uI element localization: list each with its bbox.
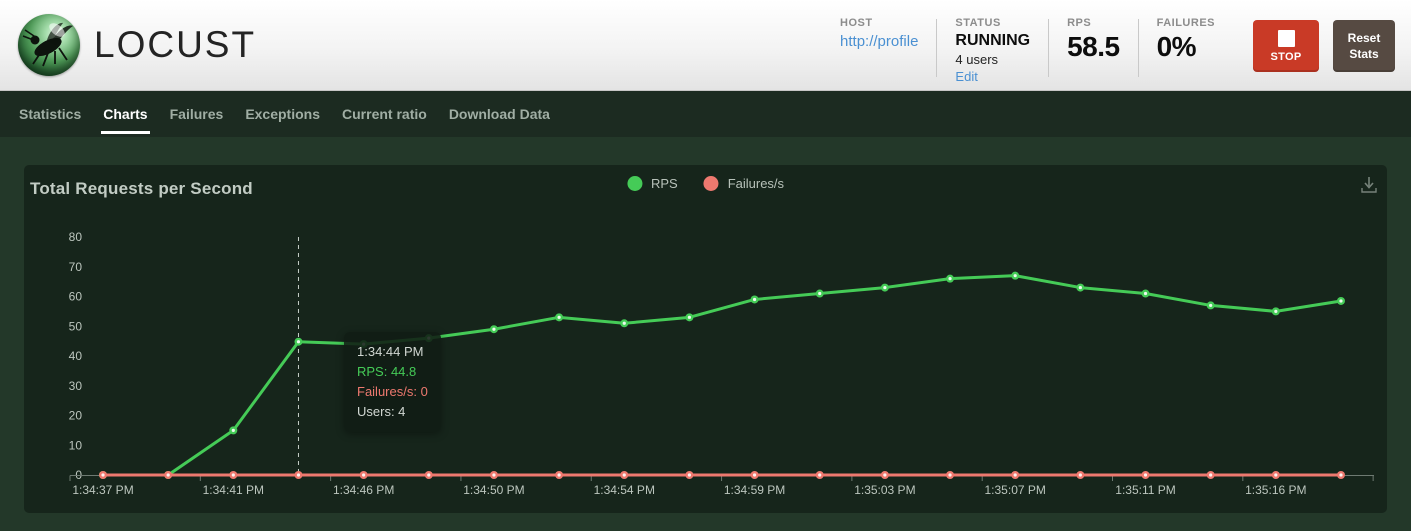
svg-text:1:35:03 PM: 1:35:03 PM: [854, 483, 915, 497]
svg-text:1:35:16 PM: 1:35:16 PM: [1245, 483, 1306, 497]
chart-legend: RPS Failures/s: [626, 176, 784, 191]
svg-text:1:35:11 PM: 1:35:11 PM: [1115, 483, 1175, 497]
legend-item-failures[interactable]: Failures/s: [703, 176, 784, 191]
svg-text:20: 20: [69, 409, 83, 423]
host-link[interactable]: http://profile: [840, 33, 919, 50]
tab-current-ratio[interactable]: Current ratio: [342, 106, 427, 122]
svg-text:60: 60: [69, 290, 83, 304]
tab-failures[interactable]: Failures: [169, 106, 224, 122]
svg-text:1:34:50 PM: 1:34:50 PM: [463, 483, 524, 497]
rps-line-chart[interactable]: 010203040506070801:34:37 PM1:34:41 PM1:3…: [24, 215, 1387, 505]
svg-text:40: 40: [69, 349, 83, 363]
status-value: RUNNING: [955, 32, 1031, 49]
chart-title: Total Requests per Second: [30, 179, 253, 198]
status-users: 4 users: [955, 52, 999, 67]
rps-stat: RPS 58.5: [1049, 17, 1138, 63]
divider: [1048, 19, 1050, 77]
locust-logo-icon: [18, 14, 80, 76]
svg-text:1:34:59 PM: 1:34:59 PM: [724, 483, 785, 497]
svg-text:10: 10: [69, 438, 83, 452]
status-stat: STATUS RUNNING 4 users Edit: [937, 17, 1048, 86]
failures-legend-dot-icon: [703, 176, 719, 191]
failures-label: FAILURES: [1156, 17, 1215, 29]
main-nav: Statistics Charts Failures Exceptions Cu…: [0, 91, 1411, 137]
tab-download-data[interactable]: Download Data: [448, 106, 550, 122]
failures-stat: FAILURES 0%: [1139, 17, 1233, 63]
svg-text:1:34:37 PM: 1:34:37 PM: [72, 483, 133, 497]
reset-stats-button[interactable]: Reset Stats: [1333, 20, 1395, 72]
failures-value: 0%: [1156, 31, 1197, 62]
legend-item-rps[interactable]: RPS: [626, 176, 678, 191]
rps-label: RPS: [1067, 17, 1092, 29]
rps-legend-dot-icon: [626, 176, 642, 191]
app-header: LOCUST HOST http://profile STATUS RUNNIN…: [0, 0, 1411, 91]
chart-panel: Total Requests per Second RPS Failures/s…: [24, 165, 1387, 513]
page-body: Total Requests per Second RPS Failures/s…: [0, 137, 1411, 531]
svg-text:30: 30: [69, 379, 83, 393]
stop-button[interactable]: STOP: [1253, 20, 1319, 72]
svg-text:1:35:07 PM: 1:35:07 PM: [985, 483, 1046, 497]
svg-text:1:34:54 PM: 1:34:54 PM: [594, 483, 655, 497]
tab-charts[interactable]: Charts: [92, 91, 158, 137]
rps-value: 58.5: [1067, 31, 1120, 62]
host-label: HOST: [840, 17, 873, 29]
tab-exceptions[interactable]: Exceptions: [245, 106, 321, 122]
svg-text:80: 80: [69, 230, 83, 244]
host-stat: HOST http://profile: [822, 17, 936, 51]
svg-text:70: 70: [69, 260, 83, 274]
divider: [936, 19, 938, 77]
logo[interactable]: LOCUST: [18, 14, 256, 76]
svg-text:1:34:46 PM: 1:34:46 PM: [333, 483, 394, 497]
download-chart-icon[interactable]: [1359, 175, 1379, 195]
svg-text:1:34:41 PM: 1:34:41 PM: [203, 483, 264, 497]
edit-link[interactable]: Edit: [955, 69, 978, 84]
stop-square-icon: [1277, 29, 1295, 47]
svg-text:50: 50: [69, 319, 83, 333]
logo-text: LOCUST: [94, 24, 257, 65]
tab-statistics[interactable]: Statistics: [19, 106, 82, 122]
divider: [1137, 19, 1139, 77]
status-label: STATUS: [955, 17, 1001, 29]
